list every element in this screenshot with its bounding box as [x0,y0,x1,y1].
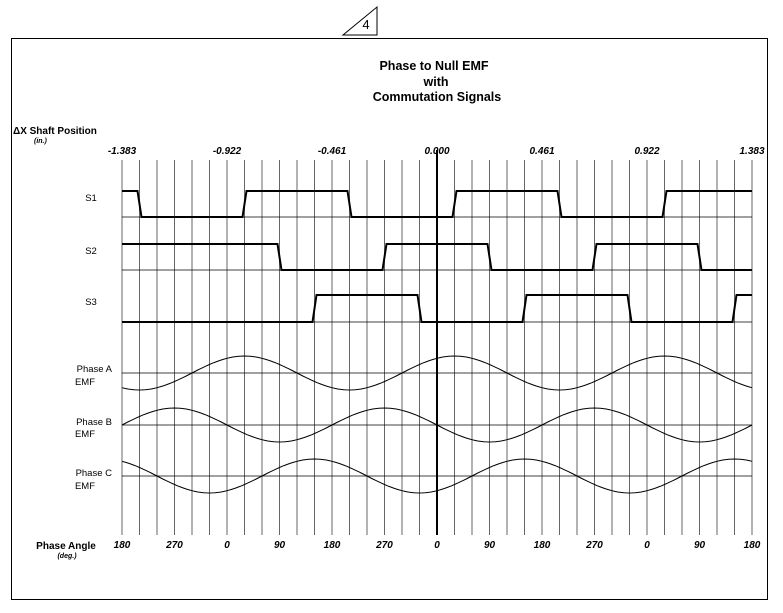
label-phase-c-1: Phase C [76,468,113,479]
label-phase-a-2: EMF [75,377,95,388]
sheet-number-badge: 4 [341,5,378,36]
label-phase-b-2: EMF [75,429,95,440]
bottom-tick-label: 180 [324,540,341,551]
bottom-tick-label: 270 [165,540,183,551]
top-tick-label: -1.383 [108,146,137,157]
label-s2: S2 [85,246,97,257]
badge-number: 4 [362,17,369,32]
bottom-tick-label: 0 [224,540,230,551]
bottom-tick-label: 90 [274,540,286,551]
bottom-tick-label: 180 [114,540,131,551]
top-tick-label: 0.922 [634,146,659,157]
bottom-axis-title: Phase Angle [36,541,96,552]
signal-trace-s2 [122,243,752,271]
signal-trace-s1 [122,190,752,218]
top-tick-label: -0.922 [213,146,242,157]
label-phase-a-1: Phase A [77,364,113,375]
emf-trace-phase-b [121,407,753,443]
bottom-tick-label: 90 [694,540,706,551]
top-axis-title: ΔX Shaft Position [13,126,97,137]
chart-title-line2: with [423,75,449,89]
label-phase-c-2: EMF [75,481,95,492]
bottom-tick-label: 90 [484,540,496,551]
chart-title-line1: Phase to Null EMF [379,59,488,73]
top-tick-label: 1.383 [739,146,764,157]
label-s1: S1 [85,193,97,204]
bottom-tick-label: 180 [744,540,761,551]
bottom-tick-label: 180 [534,540,551,551]
chart-title-line3: Commutation Signals [373,90,502,104]
signal-trace-s3 [122,294,752,323]
label-phase-b-1: Phase B [76,417,112,428]
chart-frame [11,38,768,600]
top-tick-label: 0.000 [424,146,449,157]
top-tick-label: 0.461 [529,146,554,157]
bottom-tick-label: 270 [585,540,603,551]
bottom-axis-unit: (deg.) [57,553,77,560]
bottom-tick-label: 0 [434,540,440,551]
emf-trace-phase-c [121,458,753,494]
label-s3: S3 [85,297,97,308]
bottom-tick-label: 0 [644,540,650,551]
bottom-tick-label: 270 [375,540,393,551]
top-tick-label: -0.461 [318,146,347,157]
emf-trace-phase-a [121,355,753,391]
top-axis-unit: (in.) [34,138,47,145]
